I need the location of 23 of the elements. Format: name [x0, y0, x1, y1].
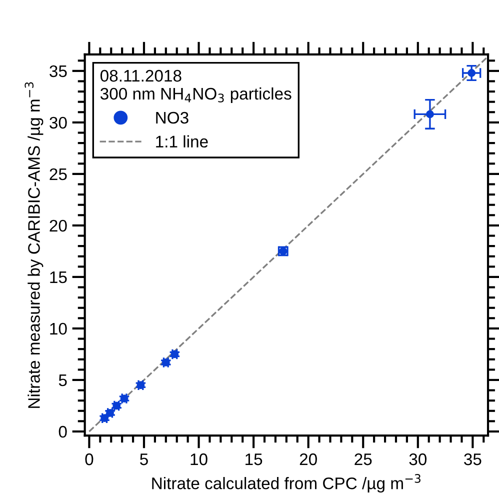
y-tick-label: 10 — [50, 322, 67, 335]
x-tick-label: 35 — [464, 453, 482, 466]
x-axis-title: Nitrate calculated from CPC /µg m$^{−3}$ — [152, 474, 420, 493]
point — [468, 69, 476, 77]
legend-label: 1:1 line — [156, 135, 208, 148]
x-tick-label: 10 — [190, 453, 208, 466]
x-tick-label: 20 — [300, 453, 317, 466]
legend-label: NO3 — [156, 112, 188, 124]
y-axis-title: Nitrate measured by CARIBIC-AMS /µg m$^{−3}$ — [24, 82, 44, 408]
x-tick-label: 0 — [85, 453, 94, 466]
y-tick-label: 5 — [58, 374, 67, 386]
y-tick-label: 30 — [50, 116, 67, 129]
x-tick-label: 15 — [246, 454, 262, 466]
y-tick-label: 25 — [50, 168, 67, 180]
point — [426, 110, 434, 118]
y-tick-label: 35 — [50, 65, 67, 78]
x-tick-label: 25 — [354, 453, 372, 466]
x-tick-label: 30 — [409, 453, 427, 466]
legend-title: 08.11.2018 300 nm NH$_{4}$NO$_{3}$ particles — [100, 70, 292, 103]
x-tick-label: 5 — [140, 454, 148, 466]
y-tick-label: 15 — [50, 272, 67, 284]
y-tick-label: 0 — [58, 426, 67, 438]
y-tick-label: 20 — [50, 220, 67, 232]
